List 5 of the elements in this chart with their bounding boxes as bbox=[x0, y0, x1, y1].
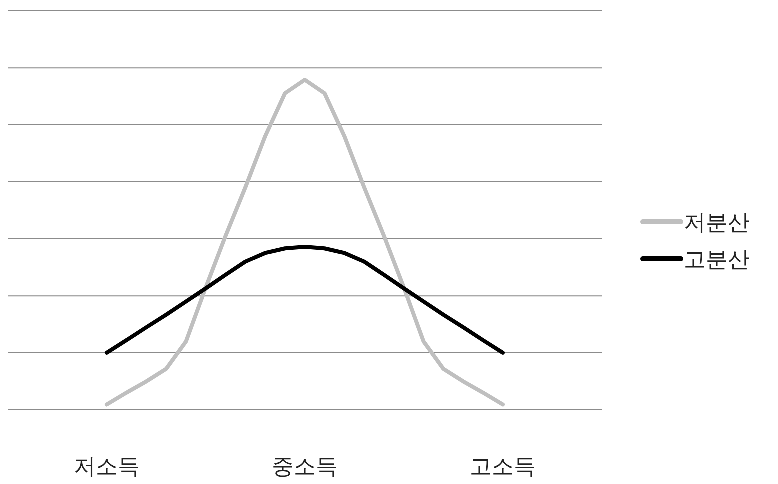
x-tick-label: 저소득 bbox=[74, 455, 140, 480]
legend-label: 고분산 bbox=[684, 248, 750, 273]
x-tick-label: 고소득 bbox=[470, 455, 536, 480]
legend-label: 저분산 bbox=[684, 211, 750, 236]
x-tick-label: 중소득 bbox=[272, 455, 338, 480]
